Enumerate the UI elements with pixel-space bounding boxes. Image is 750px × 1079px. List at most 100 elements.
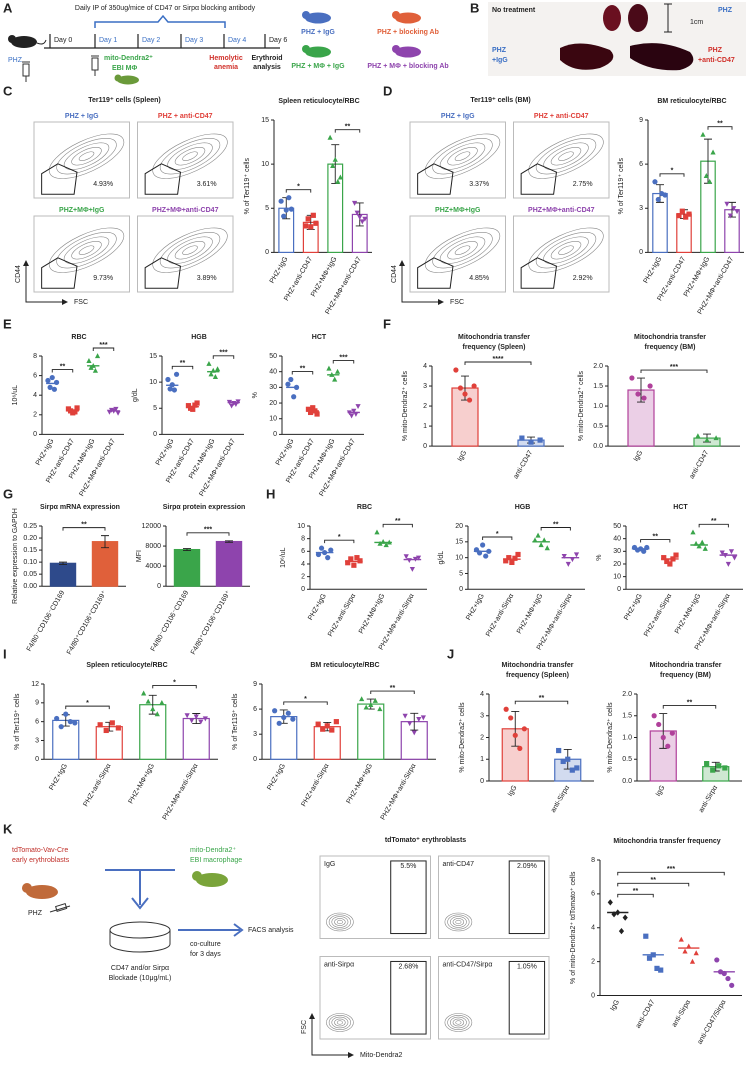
data-point (281, 714, 287, 721)
x-tick-label: PHZ+MΦ+IgG (128, 763, 156, 805)
macrophage-label: EBI macrophage (190, 857, 242, 864)
data-point (351, 562, 357, 568)
y-tick-label: 0 (301, 586, 305, 593)
spleen (560, 43, 614, 70)
significance-label: ** (395, 518, 401, 525)
data-point (318, 545, 325, 551)
data-point (92, 367, 99, 373)
data-point (409, 566, 415, 572)
flow-x-label: Mito-Dendra2 (360, 1052, 403, 1059)
plot-label: PHZ + anti-CD47 (534, 113, 589, 120)
data-point (643, 933, 649, 939)
y-tick-label: 6 (35, 718, 39, 725)
data-point (322, 549, 328, 556)
contour (444, 912, 473, 932)
scale-label: 1cm (690, 19, 703, 26)
data-point (167, 386, 173, 392)
y-tick-label: 5 (153, 405, 157, 412)
contour (182, 151, 198, 161)
y-axis-label: Relative expression to GAPDH (12, 508, 19, 604)
data-point (276, 720, 282, 726)
data-point (310, 212, 316, 218)
data-point (189, 718, 195, 724)
significance-label: *** (204, 527, 212, 534)
data-point (569, 557, 576, 563)
group-mouse (305, 46, 331, 58)
y-axis-label: % mito-Dendra2⁺ cells (578, 370, 585, 441)
data-point (49, 374, 55, 381)
flow-arrow (105, 869, 175, 910)
data-point (327, 134, 333, 140)
group-label: PHZ + MΦ + IgG (291, 63, 345, 70)
mouse-icon (8, 35, 47, 48)
chart-title: HCT (673, 504, 688, 511)
panel-letter: C (3, 83, 13, 98)
x-tick-label: IgG (633, 450, 645, 463)
significance-bracket (707, 126, 733, 130)
data-point (348, 556, 354, 562)
data-point (154, 711, 160, 717)
x-tick-label: PHZ+MΦ+IgG (346, 763, 374, 805)
contour (48, 227, 125, 273)
data-point (206, 360, 212, 366)
y-tick-label: 15 (455, 539, 463, 546)
data-point (330, 163, 336, 168)
y-tick-label: 20 (269, 400, 277, 407)
panel-a: Daily IP of 350ug/mice of CD47 or Sirpα … (8, 5, 449, 85)
flow-title: tdTomato⁺ erythroblasts (385, 837, 466, 844)
y-tick-label: 0 (273, 431, 277, 438)
y-tick-label: 10 (269, 416, 277, 423)
data-point (512, 732, 518, 738)
data-point (53, 379, 60, 386)
y-tick-label: 0 (265, 249, 269, 256)
x-tick-label: F4/80⁺CD106⁺CD169⁺ (190, 589, 232, 656)
data-point (285, 381, 291, 387)
contour (535, 232, 597, 269)
data-point (541, 537, 547, 543)
data-point (332, 156, 338, 162)
panel-letter: K (3, 821, 13, 836)
data-point (184, 713, 190, 719)
day-label: Day 0 (54, 37, 72, 44)
photo-label: +anti-CD47 (698, 57, 735, 64)
y-tick-label: 3 (480, 713, 484, 720)
photo-label: PHZ (708, 47, 723, 54)
x-tick-label: anti-CD47 (689, 449, 711, 480)
data-point (544, 545, 550, 551)
data-point (647, 383, 653, 389)
contour (558, 151, 574, 161)
y-tick-label: 15 (261, 117, 269, 124)
gate (520, 257, 558, 289)
data-point (641, 548, 647, 554)
data-point (629, 375, 635, 381)
y-axis-label: % of Ter119⁺ cells (244, 158, 251, 215)
panel-letter: I (3, 646, 7, 661)
y-tick-label: 0 (35, 756, 39, 763)
y-tick-label: 6 (253, 706, 257, 713)
data-point (622, 914, 628, 921)
group-legend: PHZ + IgG PHZ + blocking Ab PHZ + MΦ + IgG… (291, 11, 449, 70)
y-tick-label: 2 (33, 412, 37, 419)
data-point (503, 706, 509, 712)
data-point (476, 550, 483, 556)
data-point (480, 542, 486, 548)
data-point (457, 385, 464, 391)
data-point (202, 716, 208, 722)
contour (452, 918, 465, 926)
significance-label: ** (687, 699, 693, 706)
data-point (103, 727, 109, 734)
macrophage-label: mito-Dendra2⁺ (190, 847, 236, 854)
contour (535, 138, 597, 175)
spleen (628, 4, 648, 32)
event-label: anemia (214, 64, 238, 71)
significance-bracket (617, 893, 654, 898)
x-tick-label: PHZ+anti-Sirpα (327, 593, 357, 638)
contour (336, 1020, 343, 1025)
data-point (704, 761, 710, 767)
plot-label: PHZ + IgG (441, 113, 475, 120)
x-tick-label: PHZ+IgG (155, 438, 176, 467)
data-point (355, 404, 361, 410)
flow-plot-frame (33, 121, 130, 199)
error-bar (511, 710, 520, 747)
contour (447, 914, 470, 930)
